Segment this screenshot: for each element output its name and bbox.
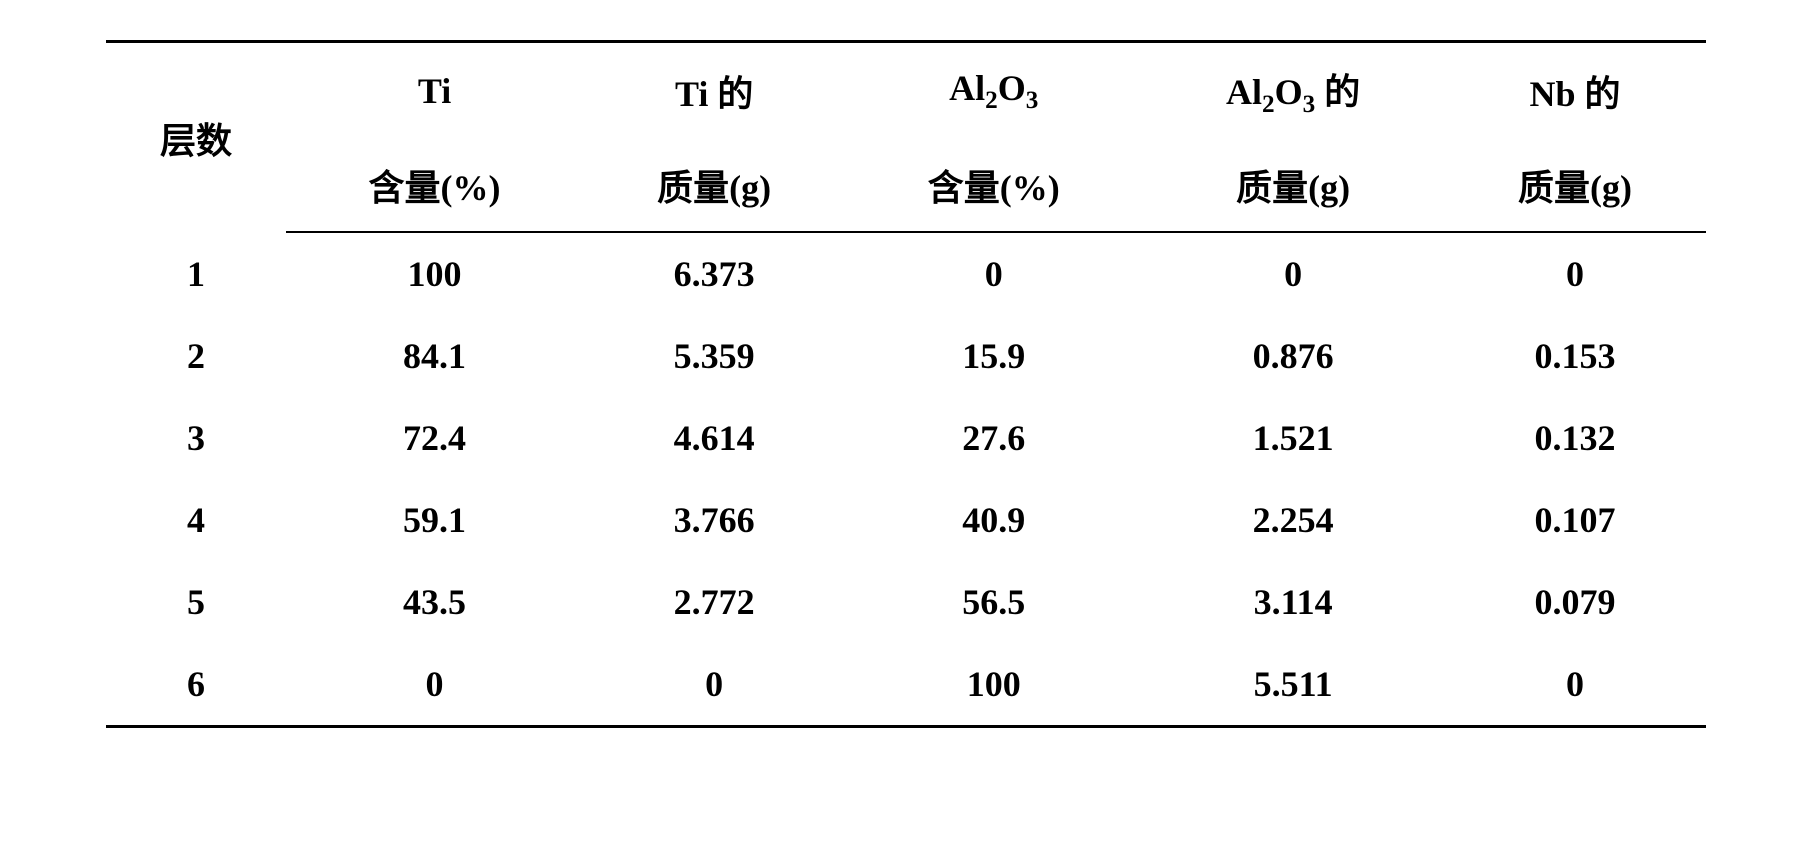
cell-nb-mass: 0.107 [1444,479,1706,561]
al2o3-mass-sub1: 2 [1262,91,1275,118]
cell-layer: 5 [106,561,286,643]
table-header: 层数 Ti Ti 的 Al2O3 Al2O3 的 Nb 的 含量(%) 质量(g… [106,42,1706,233]
header-ti-mass-line1: Ti 的 [583,42,845,140]
cell-al2o3-content: 100 [845,643,1142,727]
al2o3-prefix: Al [949,68,985,108]
cell-ti-mass: 4.614 [583,397,845,479]
al2o3-mid: O [998,68,1026,108]
cell-ti-content: 100 [286,232,583,315]
table-body: 1 100 6.373 0 0 0 2 84.1 5.359 15.9 0.87… [106,232,1706,727]
cell-ti-mass: 0 [583,643,845,727]
cell-al2o3-content: 56.5 [845,561,1142,643]
al2o3-mass-sub2: 3 [1303,91,1316,118]
header-row-2: 含量(%) 质量(g) 含量(%) 质量(g) 质量(g) [106,139,1706,232]
cell-al2o3-mass: 1.521 [1142,397,1444,479]
header-al2o3-mass-line2: 质量(g) [1142,139,1444,232]
header-nb-mass-line2: 质量(g) [1444,139,1706,232]
cell-ti-content: 0 [286,643,583,727]
cell-al2o3-content: 15.9 [845,315,1142,397]
cell-al2o3-mass: 5.511 [1142,643,1444,727]
cell-layer: 6 [106,643,286,727]
header-nb-mass-line1: Nb 的 [1444,42,1706,140]
header-al2o3-content-line2: 含量(%) [845,139,1142,232]
cell-layer: 1 [106,232,286,315]
al2o3-mass-mid: O [1275,72,1303,112]
cell-nb-mass: 0.153 [1444,315,1706,397]
cell-ti-mass: 2.772 [583,561,845,643]
cell-nb-mass: 0.079 [1444,561,1706,643]
cell-ti-content: 72.4 [286,397,583,479]
cell-al2o3-mass: 2.254 [1142,479,1444,561]
cell-al2o3-mass: 0.876 [1142,315,1444,397]
cell-al2o3-mass: 3.114 [1142,561,1444,643]
cell-ti-content: 59.1 [286,479,583,561]
cell-nb-mass: 0 [1444,232,1706,315]
table-row: 2 84.1 5.359 15.9 0.876 0.153 [106,315,1706,397]
cell-al2o3-content: 0 [845,232,1142,315]
cell-al2o3-content: 40.9 [845,479,1142,561]
cell-ti-mass: 5.359 [583,315,845,397]
al2o3-mass-suffix: 的 [1315,72,1360,112]
cell-layer: 4 [106,479,286,561]
cell-layer: 3 [106,397,286,479]
cell-al2o3-mass: 0 [1142,232,1444,315]
al2o3-sub2: 3 [1026,87,1039,114]
table-row: 3 72.4 4.614 27.6 1.521 0.132 [106,397,1706,479]
cell-layer: 2 [106,315,286,397]
header-al2o3-content-line1: Al2O3 [845,42,1142,140]
composition-table: 层数 Ti Ti 的 Al2O3 Al2O3 的 Nb 的 含量(%) 质量(g… [106,40,1706,728]
header-layer: 层数 [106,42,286,233]
table-row: 6 0 0 100 5.511 0 [106,643,1706,727]
table-row: 5 43.5 2.772 56.5 3.114 0.079 [106,561,1706,643]
cell-ti-mass: 3.766 [583,479,845,561]
cell-nb-mass: 0 [1444,643,1706,727]
header-ti-content-line2: 含量(%) [286,139,583,232]
cell-al2o3-content: 27.6 [845,397,1142,479]
header-ti-content-line1: Ti [286,42,583,140]
cell-ti-mass: 6.373 [583,232,845,315]
header-ti-mass-line2: 质量(g) [583,139,845,232]
table-row: 4 59.1 3.766 40.9 2.254 0.107 [106,479,1706,561]
table-row: 1 100 6.373 0 0 0 [106,232,1706,315]
cell-ti-content: 84.1 [286,315,583,397]
header-row-1: 层数 Ti Ti 的 Al2O3 Al2O3 的 Nb 的 [106,42,1706,140]
al2o3-mass-prefix: Al [1226,72,1262,112]
header-al2o3-mass-line1: Al2O3 的 [1142,42,1444,140]
cell-nb-mass: 0.132 [1444,397,1706,479]
al2o3-sub1: 2 [985,87,998,114]
cell-ti-content: 43.5 [286,561,583,643]
